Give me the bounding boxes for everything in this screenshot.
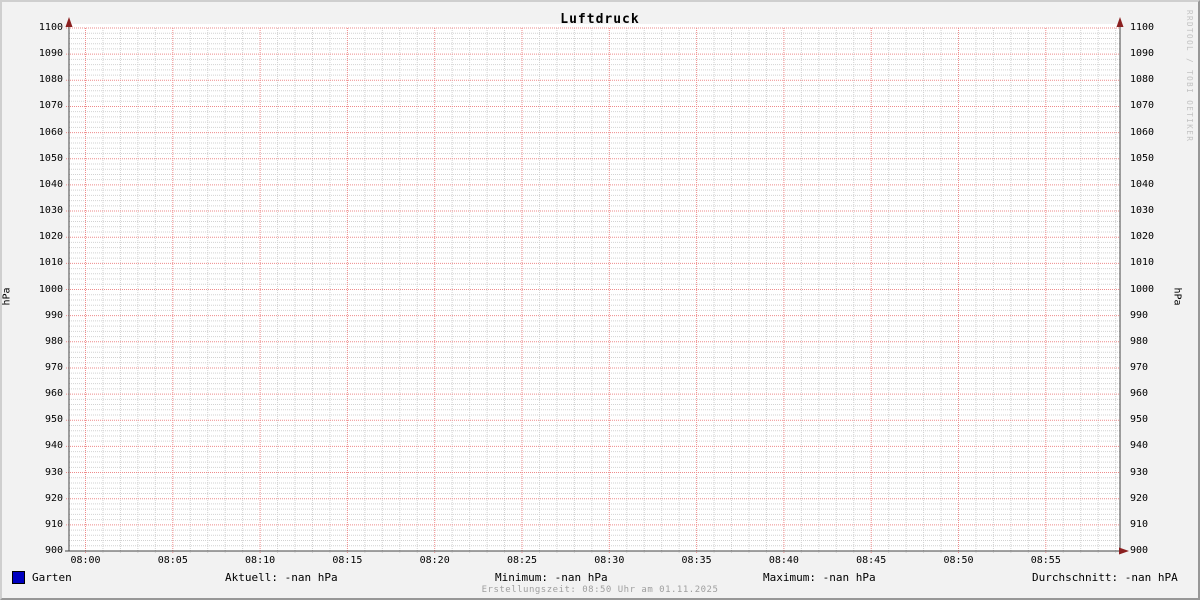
y-tick-label-left: 950 bbox=[44, 414, 63, 426]
y-tick-label-right: 980 bbox=[1130, 335, 1149, 347]
y-tick-label-left: 1080 bbox=[38, 74, 63, 86]
legend-stat-minimum: Minimum: -nan hPa bbox=[495, 571, 608, 584]
x-tick-label: 08:50 bbox=[943, 555, 974, 566]
y-tick-label-right: 970 bbox=[1130, 361, 1149, 373]
y-tick-label-left: 980 bbox=[44, 335, 63, 347]
y-tick-label-right: 1010 bbox=[1130, 257, 1155, 269]
y-tick-label-right: 990 bbox=[1130, 309, 1149, 321]
x-tick-label: 08:00 bbox=[70, 555, 101, 566]
y-tick-label-right: 1070 bbox=[1130, 100, 1155, 112]
y-tick-label-left: 1030 bbox=[38, 205, 63, 217]
y-tick-label-right: 920 bbox=[1130, 492, 1149, 504]
x-tick-label: 08:10 bbox=[245, 555, 276, 566]
y-tick-label-right: 1020 bbox=[1130, 231, 1155, 243]
y-tick-label-left: 940 bbox=[44, 440, 63, 452]
y-tick-label-left: 1100 bbox=[38, 22, 63, 33]
legend-stat-durchschnitt: Durchschnitt: -nan hPA bbox=[1032, 571, 1178, 584]
y-tick-label-left: 1000 bbox=[38, 283, 63, 295]
y-tick-label-left: 1010 bbox=[38, 257, 63, 269]
y-tick-label-left: 990 bbox=[44, 309, 63, 321]
creation-time-note: Erstellungszeit: 08:50 Uhr am 01.11.2025 bbox=[481, 585, 719, 595]
y-tick-label-right: 900 bbox=[1130, 545, 1149, 556]
rrdtool-watermark: RRDTOOL / TOBI OETIKER bbox=[1185, 10, 1194, 143]
x-tick-label: 08:30 bbox=[594, 555, 625, 566]
y-tick-label-right: 1100 bbox=[1130, 22, 1155, 33]
legend-stat-maximum: Maximum: -nan hPa bbox=[763, 571, 876, 584]
y-tick-label-right: 950 bbox=[1130, 414, 1149, 426]
y-tick-label-right: 1090 bbox=[1130, 48, 1155, 60]
legend-swatch-garten bbox=[12, 571, 25, 584]
x-tick-label: 08:55 bbox=[1030, 555, 1061, 566]
y-tick-label-right: 1000 bbox=[1130, 283, 1155, 295]
legend: Garten Aktuell: -nan hPa Minimum: -nan h… bbox=[2, 570, 1198, 585]
chart-title: Luftdruck bbox=[560, 12, 640, 27]
x-tick-label: 08:40 bbox=[768, 555, 799, 566]
y-tick-label-left: 920 bbox=[44, 492, 63, 504]
y-tick-label-left: 1070 bbox=[38, 100, 63, 112]
y-tick-label-right: 960 bbox=[1130, 388, 1149, 400]
y-tick-label-left: 1060 bbox=[38, 126, 63, 138]
x-tick-label: 08:25 bbox=[506, 555, 538, 566]
y-tick-label-left: 970 bbox=[44, 361, 63, 373]
y-axis-unit-left: hPa bbox=[1, 287, 13, 306]
x-tick-label: 08:20 bbox=[419, 555, 450, 566]
y-tick-label-left: 1040 bbox=[38, 178, 63, 190]
y-tick-label-right: 1080 bbox=[1130, 74, 1155, 86]
legend-stat-aktuell: Aktuell: -nan hPa bbox=[225, 571, 338, 584]
y-tick-label-left: 1050 bbox=[38, 152, 63, 164]
x-tick-label: 08:35 bbox=[681, 555, 712, 566]
x-tick-label: 08:45 bbox=[856, 555, 887, 566]
y-tick-label-left: 930 bbox=[44, 466, 63, 478]
y-tick-label-right: 1050 bbox=[1130, 152, 1155, 164]
x-tick-label: 08:15 bbox=[332, 555, 363, 566]
x-tick-label: 08:05 bbox=[157, 555, 188, 566]
y-axis-arrow-left bbox=[65, 17, 73, 27]
y-tick-label-left: 910 bbox=[44, 518, 63, 530]
y-tick-label-left: 1020 bbox=[38, 231, 63, 243]
y-tick-label-right: 930 bbox=[1130, 466, 1149, 478]
y-tick-label-right: 1040 bbox=[1130, 178, 1155, 190]
y-tick-label-left: 900 bbox=[44, 545, 63, 556]
y-axis-arrow-right bbox=[1116, 17, 1124, 27]
y-tick-label-left: 960 bbox=[44, 388, 63, 400]
x-axis-arrow bbox=[1119, 547, 1129, 555]
legend-series-label: Garten bbox=[32, 571, 72, 584]
plot-canvas bbox=[69, 24, 1120, 551]
y-axis-unit-right: hPa bbox=[1171, 287, 1183, 306]
y-tick-label-right: 940 bbox=[1130, 440, 1149, 452]
y-tick-label-left: 1090 bbox=[38, 48, 63, 60]
y-tick-label-right: 1060 bbox=[1130, 126, 1155, 138]
y-tick-label-right: 1030 bbox=[1130, 205, 1155, 217]
y-tick-label-right: 910 bbox=[1130, 518, 1149, 530]
